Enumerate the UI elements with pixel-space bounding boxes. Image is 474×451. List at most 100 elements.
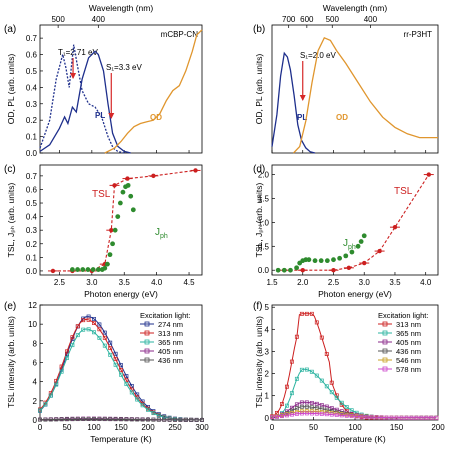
tsl-marker xyxy=(54,382,59,387)
tsl-marker xyxy=(75,333,80,338)
panel-a-top-axis-label: Wavelength (nm) xyxy=(89,3,154,13)
tsl-point xyxy=(112,183,117,188)
tsl-marker xyxy=(329,406,334,411)
legend-marker xyxy=(144,357,150,363)
panel-b-top-axis-label: Wavelength (nm) xyxy=(323,3,388,13)
jph-point xyxy=(343,253,349,259)
x-tick-label: 300 xyxy=(195,423,209,432)
y-tick-label: 0.7 xyxy=(26,172,38,181)
tsl-marker xyxy=(304,404,309,409)
tsl-marker xyxy=(54,417,59,422)
jph-point xyxy=(324,258,330,264)
jph-point xyxy=(331,257,336,263)
jph-point xyxy=(117,200,123,206)
legend-label: 365 nm xyxy=(396,329,421,338)
tsl-marker xyxy=(299,411,304,416)
tsl-marker xyxy=(43,402,48,407)
tsl-marker xyxy=(374,415,379,420)
panel-f-xlabel: Temperature (K) xyxy=(324,434,386,444)
tsl-marker xyxy=(38,408,42,413)
panel-f-legend-title: Excitation light: xyxy=(378,311,428,320)
tsl-marker xyxy=(389,415,394,420)
tsl-marker xyxy=(294,411,299,416)
tsl-marker xyxy=(419,415,424,420)
legend-label: 405 nm xyxy=(158,347,183,356)
x-tick-label: 2.5 xyxy=(328,278,340,287)
tsl-marker xyxy=(119,363,123,368)
tsl-marker xyxy=(280,414,284,419)
y-tick-label: 0.7 xyxy=(26,34,38,43)
tsl-marker xyxy=(135,397,140,402)
tsl-marker xyxy=(102,335,107,340)
jph-point xyxy=(281,267,287,273)
tsl-marker xyxy=(113,351,118,356)
tsl-marker xyxy=(314,320,319,325)
tsl-marker xyxy=(270,415,274,420)
panel-label-b: (b) xyxy=(253,24,265,35)
panel-b-chart: Wavelength (nm) OD, PL (arb. units) rr-P… xyxy=(254,3,439,154)
y-tick-label: 0.6 xyxy=(26,51,38,60)
tsl-line xyxy=(284,174,430,271)
tsl-marker xyxy=(92,330,96,335)
panel-e-chart: Temperature (K) TSL intensity (arb. unit… xyxy=(6,301,209,444)
series-line-pl xyxy=(271,51,316,154)
jph-point xyxy=(312,258,318,264)
tsl-marker xyxy=(284,403,289,408)
tsl-marker xyxy=(92,417,96,421)
tsl-marker xyxy=(299,400,304,405)
jph-point xyxy=(288,267,293,273)
panel-f-chart: Temperature (K) TSL intensity (arb. unit… xyxy=(254,303,445,444)
jph-point xyxy=(104,261,110,267)
tsl-point xyxy=(346,265,352,271)
tsl-marker xyxy=(38,417,42,422)
tsl-marker xyxy=(314,405,319,410)
tsl-marker xyxy=(349,414,354,419)
tsl-point xyxy=(331,268,336,273)
series-line-od xyxy=(104,29,203,154)
y-tick-label: 0.2 xyxy=(26,116,38,125)
jph-point xyxy=(318,258,324,264)
tsl-marker xyxy=(304,400,309,405)
legend-marker xyxy=(382,321,388,327)
x-tick-label: 4.0 xyxy=(420,278,432,287)
tsl-marker xyxy=(319,411,324,416)
tsl-marker xyxy=(379,415,384,420)
tsl-marker xyxy=(167,417,172,422)
panel-c-ylabel: TSL, Jₚₕ (arb. units) xyxy=(6,183,16,258)
tsl-marker xyxy=(75,417,80,422)
y-tick-label: 0.1 xyxy=(26,253,38,262)
top-tick-label: 600 xyxy=(300,15,314,24)
x-tick-label: 3.5 xyxy=(389,278,401,287)
tsl-marker xyxy=(108,417,113,422)
panel-b-od-label: OD xyxy=(336,113,348,122)
jph-point xyxy=(70,267,75,272)
tsl-marker xyxy=(344,413,349,418)
tsl-marker xyxy=(329,408,334,413)
x-tick-label: 0 xyxy=(270,423,275,432)
x-tick-label: 2.0 xyxy=(297,278,309,287)
panel-e-legend-title: Excitation light: xyxy=(140,311,190,320)
y-tick-label: 0.5 xyxy=(258,242,270,251)
legend-label: 436 nm xyxy=(396,347,421,356)
x-tick-label: 50 xyxy=(309,423,318,432)
tsl-marker xyxy=(140,417,145,422)
legend-label: 578 nm xyxy=(396,365,421,374)
tsl-marker xyxy=(194,418,199,422)
tsl-marker xyxy=(189,417,194,422)
tsl-marker xyxy=(289,412,294,417)
series-line-od xyxy=(293,36,438,154)
tsl-marker xyxy=(294,402,299,407)
tsl-marker xyxy=(102,343,107,348)
panel-d-jph-label: Jph xyxy=(343,238,356,251)
legend-marker xyxy=(144,348,150,354)
y-tick-label: 1.5 xyxy=(258,194,270,203)
panel-a-pl-label: PL xyxy=(95,111,105,120)
tsl-marker xyxy=(156,413,161,418)
tsl-marker xyxy=(324,384,329,389)
tsl-marker xyxy=(65,355,69,360)
tsl-marker xyxy=(344,405,349,409)
tsl-marker xyxy=(113,357,118,361)
jph-point xyxy=(275,267,281,273)
tsl-marker xyxy=(81,327,86,332)
tsl-point xyxy=(426,172,431,177)
